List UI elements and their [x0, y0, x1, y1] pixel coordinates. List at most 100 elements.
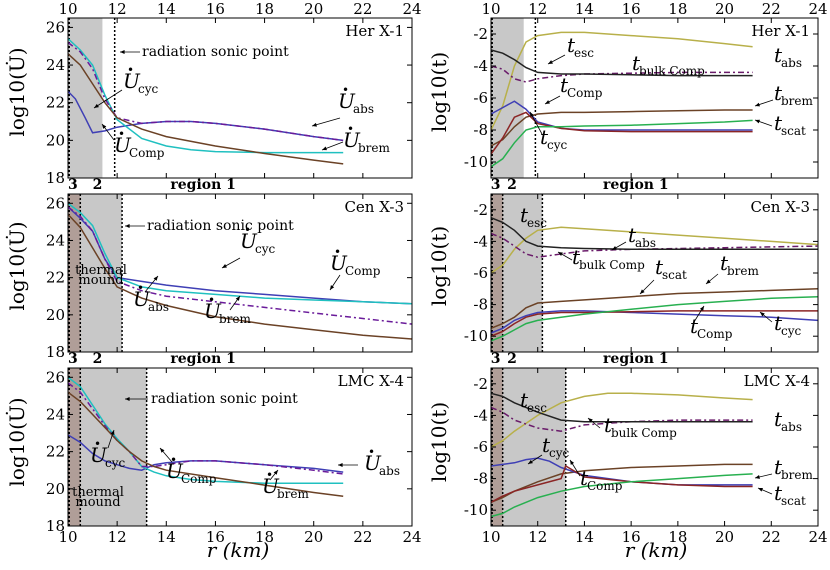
- label-ubrem-top-symbol: U: [343, 128, 361, 152]
- arrow-uabs-top-head: [312, 122, 317, 127]
- arrow-sonic-mid-head: [125, 224, 130, 228]
- panel-left-2-xtick-label-bottom: 10: [58, 528, 77, 546]
- xlabel-left: r (km): [207, 538, 270, 562]
- panel-left-1-region2-label: 2: [93, 177, 103, 193]
- label-uabs-top: U• abs: [338, 83, 374, 116]
- ylabel-bottom-left: log10(U̇): [5, 397, 29, 486]
- panel-left-2-region3-label: 3: [68, 351, 78, 367]
- label-uabs-top-symbol: U: [338, 89, 356, 113]
- arrow-tabs-mid-head: [612, 246, 617, 250]
- panel-left-1-ytick-label: 26: [46, 194, 65, 212]
- label-thermal-mid-2: mound: [78, 273, 123, 288]
- panel-left-2-xtick-label-bottom: 22: [353, 528, 372, 546]
- label-ucyc-top-sub: cyc: [138, 82, 159, 96]
- label-sonic-top: radiation sonic point: [142, 44, 289, 60]
- panel-left-0-xtick-label-top: 12: [108, 0, 127, 18]
- panel-right-2-xtick-label-bottom: 20: [715, 528, 734, 546]
- label-ucomp-bot-sub: Comp: [181, 472, 217, 486]
- panel-right-2-series-t_abs: [490, 392, 753, 448]
- label-ubrem-mid-dot: •: [208, 293, 215, 307]
- arrow-uabs-bot-head: [338, 463, 343, 467]
- label-tesc-top-sub: esc: [574, 46, 594, 60]
- panel-left-2-region2-label: 2: [93, 351, 103, 367]
- label-tcomp-mid-sub: Comp: [697, 327, 733, 341]
- arrow-tbulk-bot-head: [588, 418, 593, 423]
- ylabel-mid-left: log10(U̇): [5, 221, 29, 310]
- panel-left-2-series-ubrem: [67, 391, 344, 498]
- label-uabs-bot-dot: •: [368, 445, 375, 459]
- label-ucyc-mid-dot: •: [244, 223, 251, 237]
- panel-left-0-shade-region: [68, 18, 103, 178]
- arrow-tbrem-bot-head: [755, 475, 760, 479]
- label-ubrem-mid: U• brem: [204, 293, 252, 326]
- panel-left-0-series-ubrem: [67, 53, 344, 165]
- panel-right-2-xtick-label-bottom: 10: [481, 528, 500, 546]
- label-tabs-mid-symbol: t: [628, 223, 637, 247]
- label-tbulk-mid-symbol: t: [572, 245, 581, 269]
- label-uabs-top-dot: •: [342, 83, 349, 97]
- label-tcyc-bot-sub: cyc: [549, 446, 570, 460]
- panel-right-1-title: Cen X-3: [750, 198, 810, 216]
- arrow-tesc-top-head: [548, 60, 553, 64]
- panel-right-1: -2 -4 -6 -8 -10 Cen X-3 3 2 region 1: [464, 177, 819, 353]
- label-tcomp-bot-sub: Comp: [587, 479, 623, 493]
- label-tabs-bot-sub: abs: [781, 420, 802, 434]
- label-uabs-bot-sub: abs: [379, 464, 400, 478]
- panel-left-1-frame: [67, 193, 413, 353]
- panel-right-2-region1-label: region 1: [603, 351, 669, 367]
- label-ucomp-mid-dot: •: [334, 245, 341, 259]
- arrow-ucyc-bot-head: [110, 430, 115, 435]
- panel-left-0-series-ucomp: [67, 38, 344, 154]
- label-ucyc-mid-symbol: U: [240, 229, 258, 253]
- panel-left-1: 26 24 22 20 18 Cen X-3 3 2 region 1: [46, 177, 413, 361]
- arrow-ubrem-top-head: [322, 146, 327, 151]
- arrow-tscat-top-head: [755, 119, 760, 124]
- panel-right-1-ytick-label: -8: [473, 296, 488, 314]
- panel-right-0-ytick-label: -6: [473, 89, 488, 107]
- xlabel-right: r (km): [625, 538, 688, 562]
- label-uabs-mid-sub: abs: [148, 300, 169, 314]
- panel-right-0-series-t_bulk_comp: [490, 65, 753, 83]
- arrow-ucyc-mid-head: [222, 264, 227, 268]
- panel-right-0: 10 12 14 16 18 20 22 24 -2 -4 -6 -8 -10 Her X-1: [464, 0, 828, 179]
- panel-right-0-frame: [490, 17, 819, 179]
- panel-right-2-ytick-label: -2: [473, 375, 488, 393]
- panel-left-0-series-uabs: [67, 41, 344, 142]
- label-tbulk-top-sub: bulk Comp: [639, 64, 705, 78]
- panel-left-1-ytick-label: 24: [46, 231, 65, 249]
- panel-left-0-xtick-label-top: 10: [58, 0, 77, 18]
- panel-right-0-ytick-label: -4: [473, 57, 488, 75]
- panel-right-1-series-t_abs: [490, 226, 819, 274]
- label-tscat-mid-symbol: t: [655, 255, 664, 279]
- label-ubrem-mid-symbol: U: [204, 299, 222, 323]
- label-ucomp-bot-dot: •: [170, 453, 177, 467]
- label-tbrem-bot-sub: brem: [781, 468, 814, 482]
- label-tabs-top-symbol: t: [774, 43, 783, 67]
- panel-left-1-series-ubrem: [67, 213, 413, 340]
- panel-right-0-ytick-label: -8: [473, 121, 488, 139]
- ylabel-top-left: log10(U̇): [5, 47, 29, 136]
- panel-right-1-series-t_esc: [490, 217, 818, 251]
- panel-right-2-series-t_esc: [490, 392, 753, 423]
- panel-right-2-shade-region: [491, 368, 566, 526]
- label-ucyc-mid-sub: cyc: [255, 242, 276, 256]
- label-tesc-bot-sub: esc: [527, 401, 547, 415]
- label-ucyc-bot-symbol: U: [90, 443, 108, 467]
- label-ucomp-top-dot: •: [118, 127, 125, 141]
- label-tcomp-mid-symbol: t: [690, 314, 699, 338]
- arrow-tbrem-mid-head: [706, 279, 711, 284]
